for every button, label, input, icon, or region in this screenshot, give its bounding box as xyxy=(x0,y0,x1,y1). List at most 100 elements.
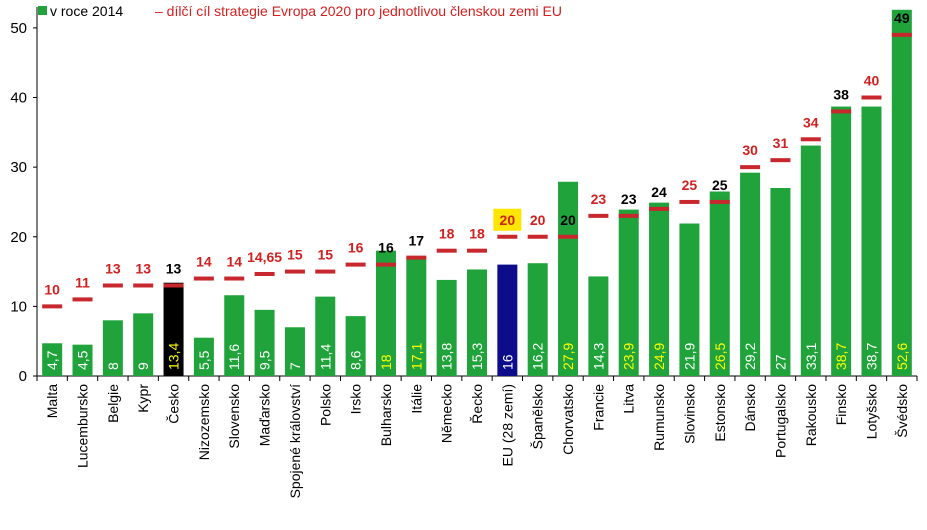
legend: v roce 2014 – dílčí cíl strategie Evropa… xyxy=(38,3,562,19)
bar-value-label: 18 xyxy=(378,354,394,370)
bar xyxy=(224,295,245,376)
bar xyxy=(102,320,123,376)
target-marker xyxy=(102,283,123,288)
target-value-label: 49 xyxy=(894,10,910,26)
bar xyxy=(649,202,670,376)
target-marker xyxy=(800,137,821,142)
target-value-label: 24 xyxy=(651,184,667,200)
bar xyxy=(679,223,700,376)
bar xyxy=(740,172,761,376)
bar xyxy=(163,282,184,376)
bar-value-label: 23,9 xyxy=(621,343,637,370)
bar-value-label: 24,9 xyxy=(651,343,667,370)
target-marker xyxy=(284,269,305,274)
target-value-label: 40 xyxy=(864,73,880,89)
target-value-label: 23 xyxy=(591,191,607,207)
target-value-label: 20 xyxy=(530,212,546,228)
target-marker xyxy=(133,283,154,288)
target-value-label: 14 xyxy=(226,254,242,270)
target-value-label: 15 xyxy=(317,247,333,263)
target-marker xyxy=(558,234,579,239)
bar xyxy=(527,263,548,376)
x-tick-label: Lucembursko xyxy=(75,384,91,468)
bar xyxy=(315,296,336,376)
target-value-label: 20 xyxy=(500,212,516,228)
target-markers xyxy=(42,32,912,309)
bar-value-label: 21,9 xyxy=(681,343,697,370)
target-marker xyxy=(42,304,63,309)
x-tick-label: Maďarsko xyxy=(257,384,273,447)
target-marker xyxy=(861,95,882,100)
x-tick-label: Portugalsko xyxy=(772,384,788,458)
bar xyxy=(800,145,821,376)
target-value-label: 20 xyxy=(560,212,576,228)
bar xyxy=(284,327,305,376)
bar-value-label: 11,6 xyxy=(226,344,242,370)
bar-value-label: 9 xyxy=(135,362,151,370)
bar xyxy=(345,316,366,376)
target-value-label: 13 xyxy=(166,260,182,276)
bar xyxy=(375,250,396,376)
x-tick-label: Chorvatsko xyxy=(560,384,576,455)
legend-swatch-bar xyxy=(38,6,47,15)
x-tick-label: Německo xyxy=(439,384,455,443)
x-tick-label: Estonsko xyxy=(712,384,728,442)
bar-value-label: 8,6 xyxy=(348,350,364,370)
bar-value-label: 27,9 xyxy=(560,343,576,370)
target-marker xyxy=(497,234,518,239)
target-marker xyxy=(709,199,730,204)
target-value-label: 14 xyxy=(196,254,212,270)
target-marker xyxy=(315,269,336,274)
x-tick-label: Nizozemsko xyxy=(196,384,212,460)
target-marker xyxy=(467,248,487,253)
x-tick-label: Švédsko xyxy=(894,384,910,438)
bar xyxy=(618,209,639,376)
target-marker xyxy=(527,234,548,239)
target-marker xyxy=(345,262,366,267)
target-value-label: 31 xyxy=(773,135,789,151)
target-marker xyxy=(679,199,700,204)
bar-value-label: 29,2 xyxy=(742,343,758,370)
target-value-label: 30 xyxy=(742,142,758,158)
x-tick-label: Malta xyxy=(44,384,60,418)
target-marker xyxy=(224,276,245,281)
target-marker xyxy=(193,276,214,281)
target-value-label: 18 xyxy=(469,226,485,242)
target-marker xyxy=(375,262,396,267)
bar-value-label: 15,3 xyxy=(469,343,485,370)
x-tick-label: Česko xyxy=(166,384,182,424)
x-tick-label: Bulharsko xyxy=(378,384,394,446)
x-tick-label: Rakousko xyxy=(803,384,819,446)
bar xyxy=(497,264,518,376)
target-value-label: 16 xyxy=(348,240,364,256)
target-value-label: 25 xyxy=(682,177,698,193)
legend-target-label: – dílčí cíl strategie Evropa 2020 pro je… xyxy=(155,3,562,19)
target-marker xyxy=(618,213,639,218)
target-marker xyxy=(163,283,184,288)
target-marker xyxy=(72,297,93,302)
target-value-label: 18 xyxy=(439,226,455,242)
bar-value-label: 4,5 xyxy=(75,350,91,370)
bar xyxy=(831,106,852,377)
target-marker xyxy=(740,165,761,170)
target-value-label: 15 xyxy=(287,247,303,263)
bar-value-label: 13,8 xyxy=(439,343,455,370)
eu-target-highlight-box xyxy=(493,208,522,231)
bar xyxy=(406,256,427,376)
bar-value-label: 38,7 xyxy=(863,343,879,370)
bar-value-label: 5,5 xyxy=(196,350,212,370)
target-value-label: 38 xyxy=(833,86,849,102)
x-tick-label: Francie xyxy=(590,384,606,431)
x-tick-label: Slovinsko xyxy=(681,384,697,444)
x-tick-label: Litva xyxy=(621,384,637,414)
bar xyxy=(588,276,609,376)
target-value-label: 14,65 xyxy=(247,249,282,265)
x-tick-label: Polsko xyxy=(317,384,333,426)
y-tick-label: 40 xyxy=(10,90,27,107)
bar xyxy=(133,313,154,376)
x-tick-label: Spojené království xyxy=(287,384,303,499)
target-value-label: 13 xyxy=(135,260,151,276)
labels: 4,7 10 Malta 4,5 11 Lucembursko 8 13 Belgie 9 13 Ky… xyxy=(44,10,910,499)
x-tick-label: Dánsko xyxy=(742,384,758,432)
